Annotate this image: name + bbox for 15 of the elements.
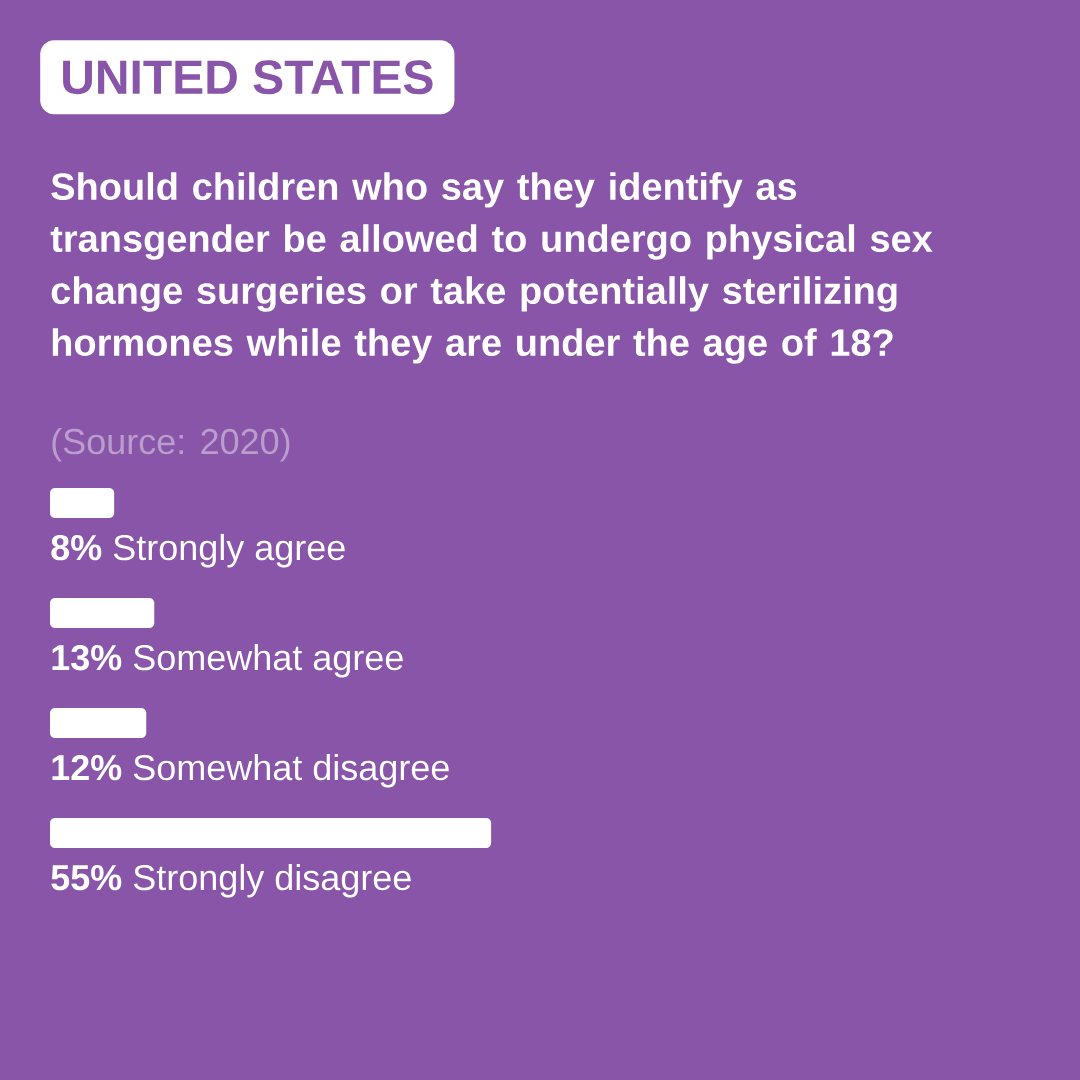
bar [50, 488, 115, 518]
data-label: 55% [51, 864, 122, 891]
y-tick-label: Strongly agree [113, 533, 345, 568]
bar [50, 818, 492, 849]
data-label: 8% [51, 534, 102, 561]
chart-subtitle: Should children who say they identify as transgender be allowed to undergo physical sex change surgeries or take potentially sterilizing hormones while they are under the age of 18? [50, 172, 933, 364]
bar [50, 708, 147, 738]
data-label: 12% [52, 754, 122, 781]
y-tick-label: Strongly disagree [133, 863, 411, 898]
chart-title: UNITED STATES [63, 60, 433, 95]
text: (Source: 2020) [52, 427, 290, 462]
data-label: 13% [52, 644, 122, 671]
bar [50, 598, 155, 628]
y-tick-label: Somewhat disagree [133, 753, 449, 788]
y-tick-label: Somewhat agree [133, 643, 403, 678]
